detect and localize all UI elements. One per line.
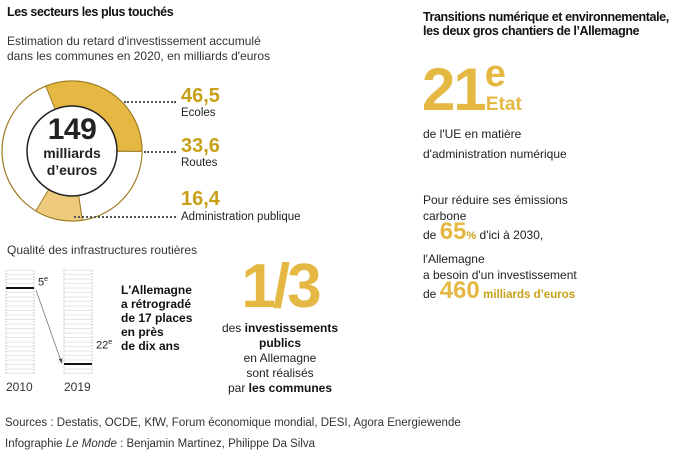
share-block: 1/3 des investissements publics en Allem… [210, 256, 350, 396]
text: de [423, 228, 437, 242]
segment-ecoles: 46,5 Ecoles [181, 86, 220, 120]
segment-value: 33,6 [181, 135, 220, 157]
donut-inner-circle [26, 105, 118, 197]
segment-value: 16,4 [181, 188, 220, 210]
sectors-subtitle-line2: dans les communes en 2020, en milliards … [7, 49, 271, 63]
emissions-target: de 65% d'ici à 2030, [423, 220, 544, 244]
eu-rank-number: 21 [422, 56, 487, 123]
roads-text-line: de dix ans [121, 339, 180, 353]
amount-unit: milliards d’euros [483, 289, 576, 301]
emissions-line2: carbone [423, 209, 467, 223]
donut-chart [1, 80, 143, 222]
year-2010-label: 2010 [6, 380, 33, 394]
roads-text-line: L'Allemagne [121, 283, 192, 297]
text-bold: investissements [244, 321, 339, 335]
rank-2019-label: 22e [96, 339, 112, 352]
rank-chart [5, 269, 93, 374]
donut-total-unit-line2: d’euros [46, 162, 98, 178]
roads-text: L'Allemagne a rétrogradé de 17 places en… [121, 283, 192, 353]
arrow-head-icon [58, 358, 63, 364]
rank-2010-value: 5 [38, 276, 45, 289]
segment-administration: 16,4 Administration publique [181, 189, 301, 224]
share-line1: des investissements [210, 321, 350, 336]
eu-rank-word: Etat [485, 94, 522, 115]
text: Infographie [5, 438, 66, 450]
segment-label: Administration publique [181, 211, 301, 223]
rank-change-arrow [35, 289, 62, 362]
rank-2010-label: 5e [38, 276, 48, 289]
rank-suffix: e [108, 339, 113, 346]
year-2019-label: 2019 [64, 380, 91, 394]
leader-line-administration [74, 216, 176, 218]
emissions-line1: Pour réduire ses émissions [423, 193, 568, 207]
section-title-transitions-line1: Transitions numérique et environnemental… [423, 10, 669, 24]
share-line2: publics [258, 336, 301, 350]
pct-value: 65 [439, 218, 467, 245]
segment-value: 46,5 [181, 85, 220, 107]
text: de [423, 287, 437, 301]
rank-2019-value: 22 [96, 339, 109, 352]
share-fraction: 1/3 [241, 252, 321, 321]
investment-amount: de 460 milliards d’euros [423, 279, 576, 303]
need-line1: l'Allemagne [423, 252, 485, 266]
credit: Infographie Le Monde : Benjamin Martinez… [5, 438, 315, 450]
donut-total-value: 149 [47, 113, 97, 146]
share-line3: en Allemagne [243, 351, 317, 365]
section-title-transitions-line2: les deux gros chantiers de l’Allemagne [423, 24, 640, 38]
leader-line-routes [144, 151, 176, 153]
eu-rank-suffix: e [484, 53, 506, 95]
share-line4: sont réalisés [246, 366, 314, 380]
donut-total-unit-line1: milliards [43, 145, 101, 161]
roads-title: Qualité des infrastructures routières [7, 243, 198, 257]
eu-rank-desc-line2: d'administration numérique [423, 147, 567, 161]
text: : Benjamin Martinez, Philippe Da Silva [116, 438, 316, 450]
text: des [221, 321, 245, 335]
share-line5: par les communes [210, 381, 350, 396]
roads-text-line: en près [121, 325, 164, 339]
amount-value: 460 [439, 277, 480, 304]
segment-label: Ecoles [181, 107, 216, 119]
donut-center: 149 milliards d’euros [27, 115, 117, 179]
roads-text-line: de 17 places [121, 311, 193, 325]
leader-line-ecoles [124, 101, 176, 103]
need-line2: a besoin d'un investissement [423, 268, 577, 282]
sources: Sources : Destatis, OCDE, KfW, Forum éco… [5, 417, 461, 429]
rank-suffix: e [44, 276, 49, 283]
roads-text-line: a rétrogradé [121, 297, 192, 311]
segment-routes: 33,6 Routes [181, 136, 220, 170]
pct-sign: % [466, 230, 477, 242]
section-title-sectors: Les secteurs les plus touchés [7, 5, 174, 19]
text-bold: les communes [248, 381, 333, 395]
text: d'ici à 2030, [479, 228, 544, 242]
eu-rank-desc-line1: de l'UE en matière [423, 127, 522, 141]
segment-label: Routes [181, 157, 218, 169]
text: par [227, 381, 249, 395]
publication-name: Le Monde [65, 438, 117, 450]
sectors-subtitle-line1: Estimation du retard d'investissement ac… [7, 34, 261, 48]
eu-rank-block: 21eEtat [422, 53, 542, 120]
